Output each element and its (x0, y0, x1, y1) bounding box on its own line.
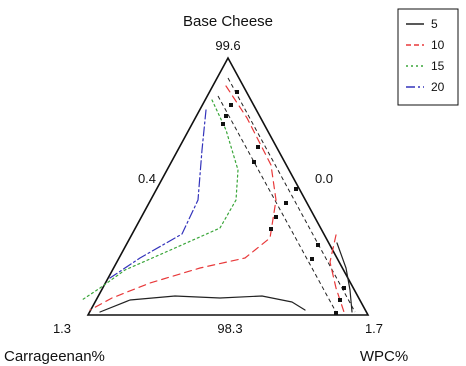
right-side-tick: 0.0 (315, 171, 333, 186)
legend: 5 10 15 20 (397, 8, 459, 106)
legend-label-20: 20 (431, 80, 445, 94)
design-point-12 (342, 286, 346, 290)
right-corner-tick: 1.7 (365, 321, 383, 336)
contour-10-2 (89, 85, 277, 311)
legend-box (397, 8, 459, 106)
contour-5-1 (336, 242, 353, 313)
top-vertex-tick: 99.6 (215, 38, 240, 53)
contour-15-4 (81, 99, 239, 301)
design-points (221, 90, 346, 315)
design-point-13 (338, 298, 342, 302)
design-point-1 (229, 103, 233, 107)
design-point-4 (256, 145, 260, 149)
design-point-2 (224, 114, 228, 118)
design-point-9 (269, 227, 273, 231)
right-vertex-title: WPC% (360, 348, 408, 365)
ternary-triangle (86, 56, 370, 316)
legend-label-5: 5 (431, 17, 438, 31)
contour-5-0 (99, 295, 306, 313)
design-point-14 (334, 311, 338, 315)
design-point-7 (284, 201, 288, 205)
design-region-lines (217, 77, 356, 313)
contour-20-5 (109, 109, 207, 279)
contour-lines (81, 85, 353, 313)
design-point-5 (252, 160, 256, 164)
left-vertex-title: Carrageenan% (4, 348, 105, 365)
bottom-tick: 98.3 (217, 321, 242, 336)
top-vertex-title: Base Cheese (183, 13, 273, 30)
legend-label-15: 15 (431, 59, 445, 73)
design-point-11 (310, 257, 314, 261)
design-line-0 (227, 77, 356, 313)
left-corner-tick: 1.3 (53, 321, 71, 336)
design-point-3 (221, 122, 225, 126)
left-side-tick: 0.4 (138, 171, 156, 186)
design-point-0 (235, 90, 239, 94)
design-point-8 (274, 215, 278, 219)
design-line-1 (217, 95, 337, 313)
design-point-10 (316, 243, 320, 247)
legend-label-10: 10 (431, 38, 445, 52)
design-point-6 (294, 187, 298, 191)
